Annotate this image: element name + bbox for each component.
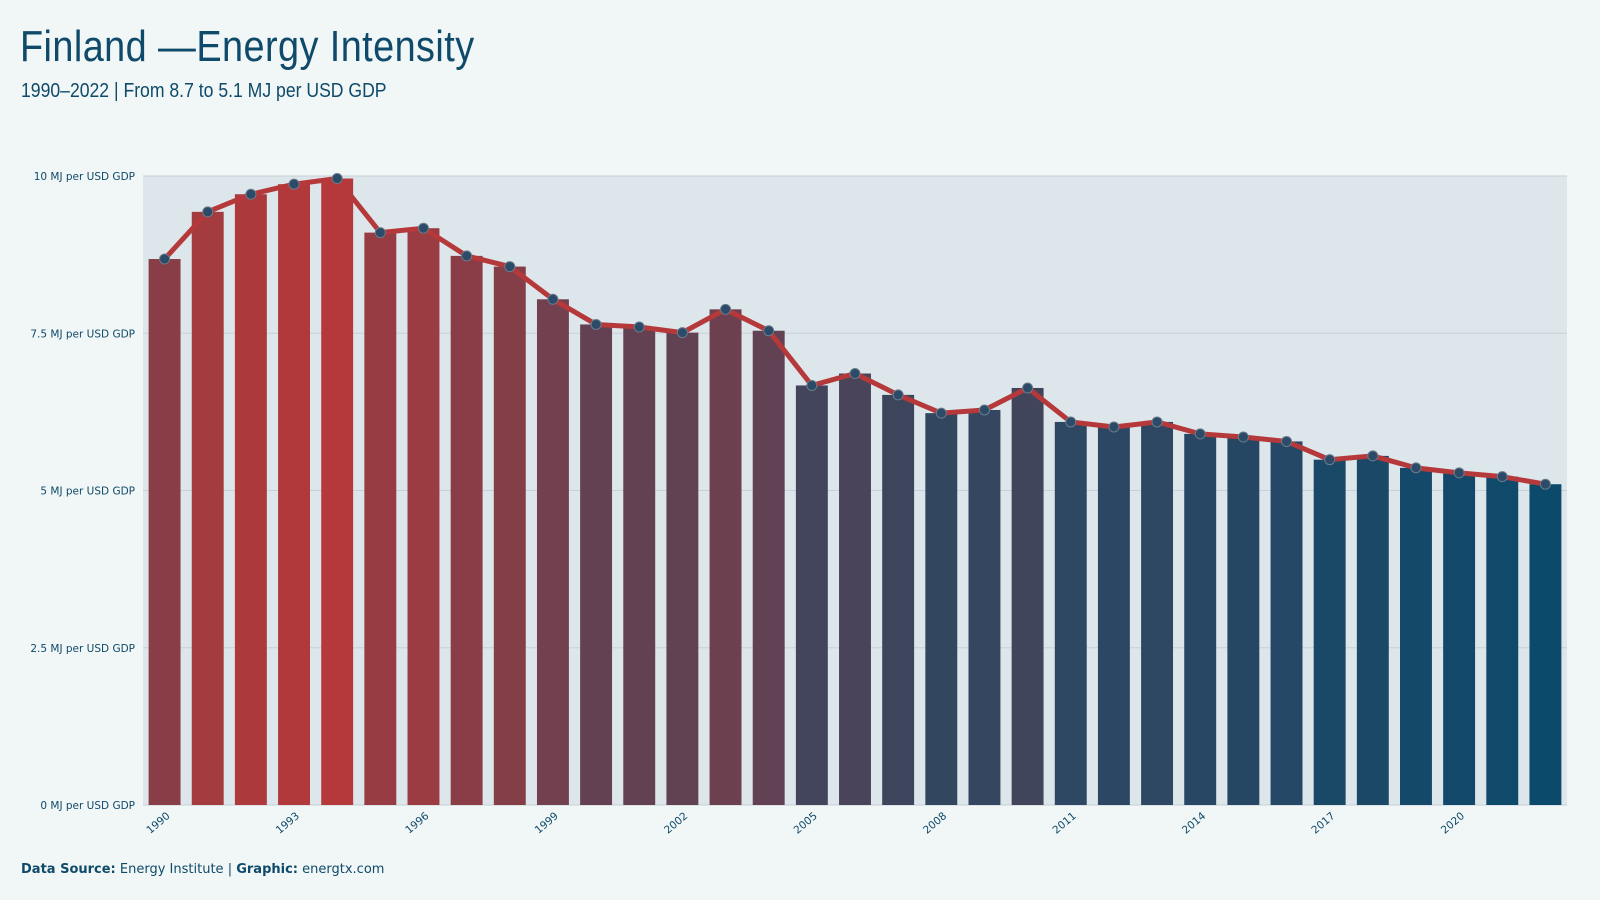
bar-1990 — [148, 259, 181, 805]
point-2003 — [720, 303, 732, 315]
y-tick-label: 2.5 MJ per USD GDP — [30, 643, 135, 655]
x-tick-label: 1990 — [144, 810, 172, 836]
bar-2013 — [1141, 421, 1174, 805]
point-2008 — [935, 407, 947, 419]
point-1996 — [417, 222, 429, 234]
bar-2003 — [709, 309, 742, 805]
bar-1994 — [321, 178, 354, 806]
x-tick-label: 2011 — [1050, 810, 1078, 836]
x-tick-label: 1993 — [274, 810, 302, 836]
bar-2010 — [1011, 387, 1044, 805]
y-tick-label: 10 MJ per USD GDP — [34, 171, 135, 183]
point-2005 — [806, 379, 818, 391]
graphic-value: energtx.com — [302, 862, 385, 877]
point-2012 — [1108, 421, 1120, 433]
point-1991 — [202, 206, 214, 218]
bar-2019 — [1400, 467, 1432, 805]
x-tick-label: 1999 — [533, 810, 561, 836]
footer-credits: Data Source: Energy Institute | Graphic:… — [21, 862, 384, 877]
bar-1991 — [191, 211, 224, 805]
point-2000 — [590, 318, 602, 330]
bar-1996 — [407, 228, 440, 805]
bar-2014 — [1184, 433, 1217, 805]
point-1997 — [461, 250, 473, 262]
footer-separator: | — [227, 862, 233, 877]
point-2001 — [633, 321, 645, 333]
x-tick-label: 2008 — [921, 810, 949, 836]
point-1994 — [331, 173, 343, 185]
point-2009 — [978, 404, 990, 416]
point-2016 — [1281, 435, 1293, 447]
point-2017 — [1324, 454, 1336, 466]
y-tick-label: 0 MJ per USD GDP — [40, 800, 135, 812]
point-2019 — [1410, 462, 1422, 474]
bar-2012 — [1097, 426, 1130, 805]
point-2018 — [1367, 450, 1379, 462]
x-tick-label: 1996 — [403, 810, 431, 837]
point-2020 — [1453, 467, 1465, 479]
point-2015 — [1237, 431, 1249, 443]
x-tick-label: 2020 — [1439, 810, 1467, 836]
bar-2001 — [623, 326, 656, 805]
bar-2004 — [752, 330, 785, 805]
y-tick-label: 5 MJ per USD GDP — [40, 486, 135, 498]
point-1995 — [374, 227, 386, 239]
y-tick-label: 7.5 MJ per USD GDP — [30, 328, 135, 340]
point-2006 — [849, 368, 861, 380]
bar-1995 — [364, 232, 397, 806]
bar-2009 — [968, 409, 1001, 805]
point-2007 — [892, 389, 904, 401]
bar-2021 — [1486, 476, 1519, 805]
bar-2011 — [1054, 421, 1087, 805]
point-1992 — [245, 188, 257, 200]
bar-1992 — [234, 194, 267, 806]
point-2004 — [763, 325, 775, 337]
bar-2007 — [882, 394, 915, 805]
x-tick-label: 2014 — [1180, 810, 1208, 837]
bar-2000 — [580, 324, 613, 805]
chart-title: Finland —Energy Intensity — [20, 22, 475, 71]
bar-1999 — [536, 299, 569, 805]
bar-2002 — [666, 332, 699, 805]
point-2014 — [1194, 428, 1206, 440]
point-2010 — [1022, 382, 1034, 394]
bar-1993 — [278, 184, 310, 805]
bar-2020 — [1443, 472, 1476, 805]
source-value: Energy Institute — [119, 862, 224, 877]
source-label: Data Source: — [21, 862, 116, 877]
point-1999 — [547, 293, 559, 305]
point-2021 — [1496, 471, 1508, 483]
point-1990 — [159, 253, 171, 265]
point-1993 — [288, 178, 300, 190]
bar-1997 — [450, 255, 483, 805]
bar-2005 — [795, 385, 828, 805]
point-2011 — [1065, 416, 1077, 428]
bar-2016 — [1270, 441, 1303, 805]
graphic-label: Graphic: — [236, 862, 298, 877]
bar-2008 — [925, 413, 958, 805]
bar-2015 — [1227, 437, 1260, 805]
point-2022 — [1539, 478, 1551, 490]
point-2013 — [1151, 416, 1163, 428]
x-tick-label: 2005 — [792, 810, 820, 836]
bar-1998 — [493, 266, 526, 805]
bar-2006 — [839, 373, 871, 805]
point-2002 — [676, 327, 688, 339]
bar-2018 — [1356, 455, 1389, 805]
x-tick-label: 2002 — [662, 810, 690, 836]
chart-subtitle: 1990–2022 | From 8.7 to 5.1 MJ per USD G… — [21, 80, 387, 102]
x-tick-label: 2017 — [1309, 810, 1337, 836]
bar-2022 — [1529, 484, 1562, 805]
bar-2017 — [1313, 459, 1346, 805]
point-1998 — [504, 261, 516, 273]
